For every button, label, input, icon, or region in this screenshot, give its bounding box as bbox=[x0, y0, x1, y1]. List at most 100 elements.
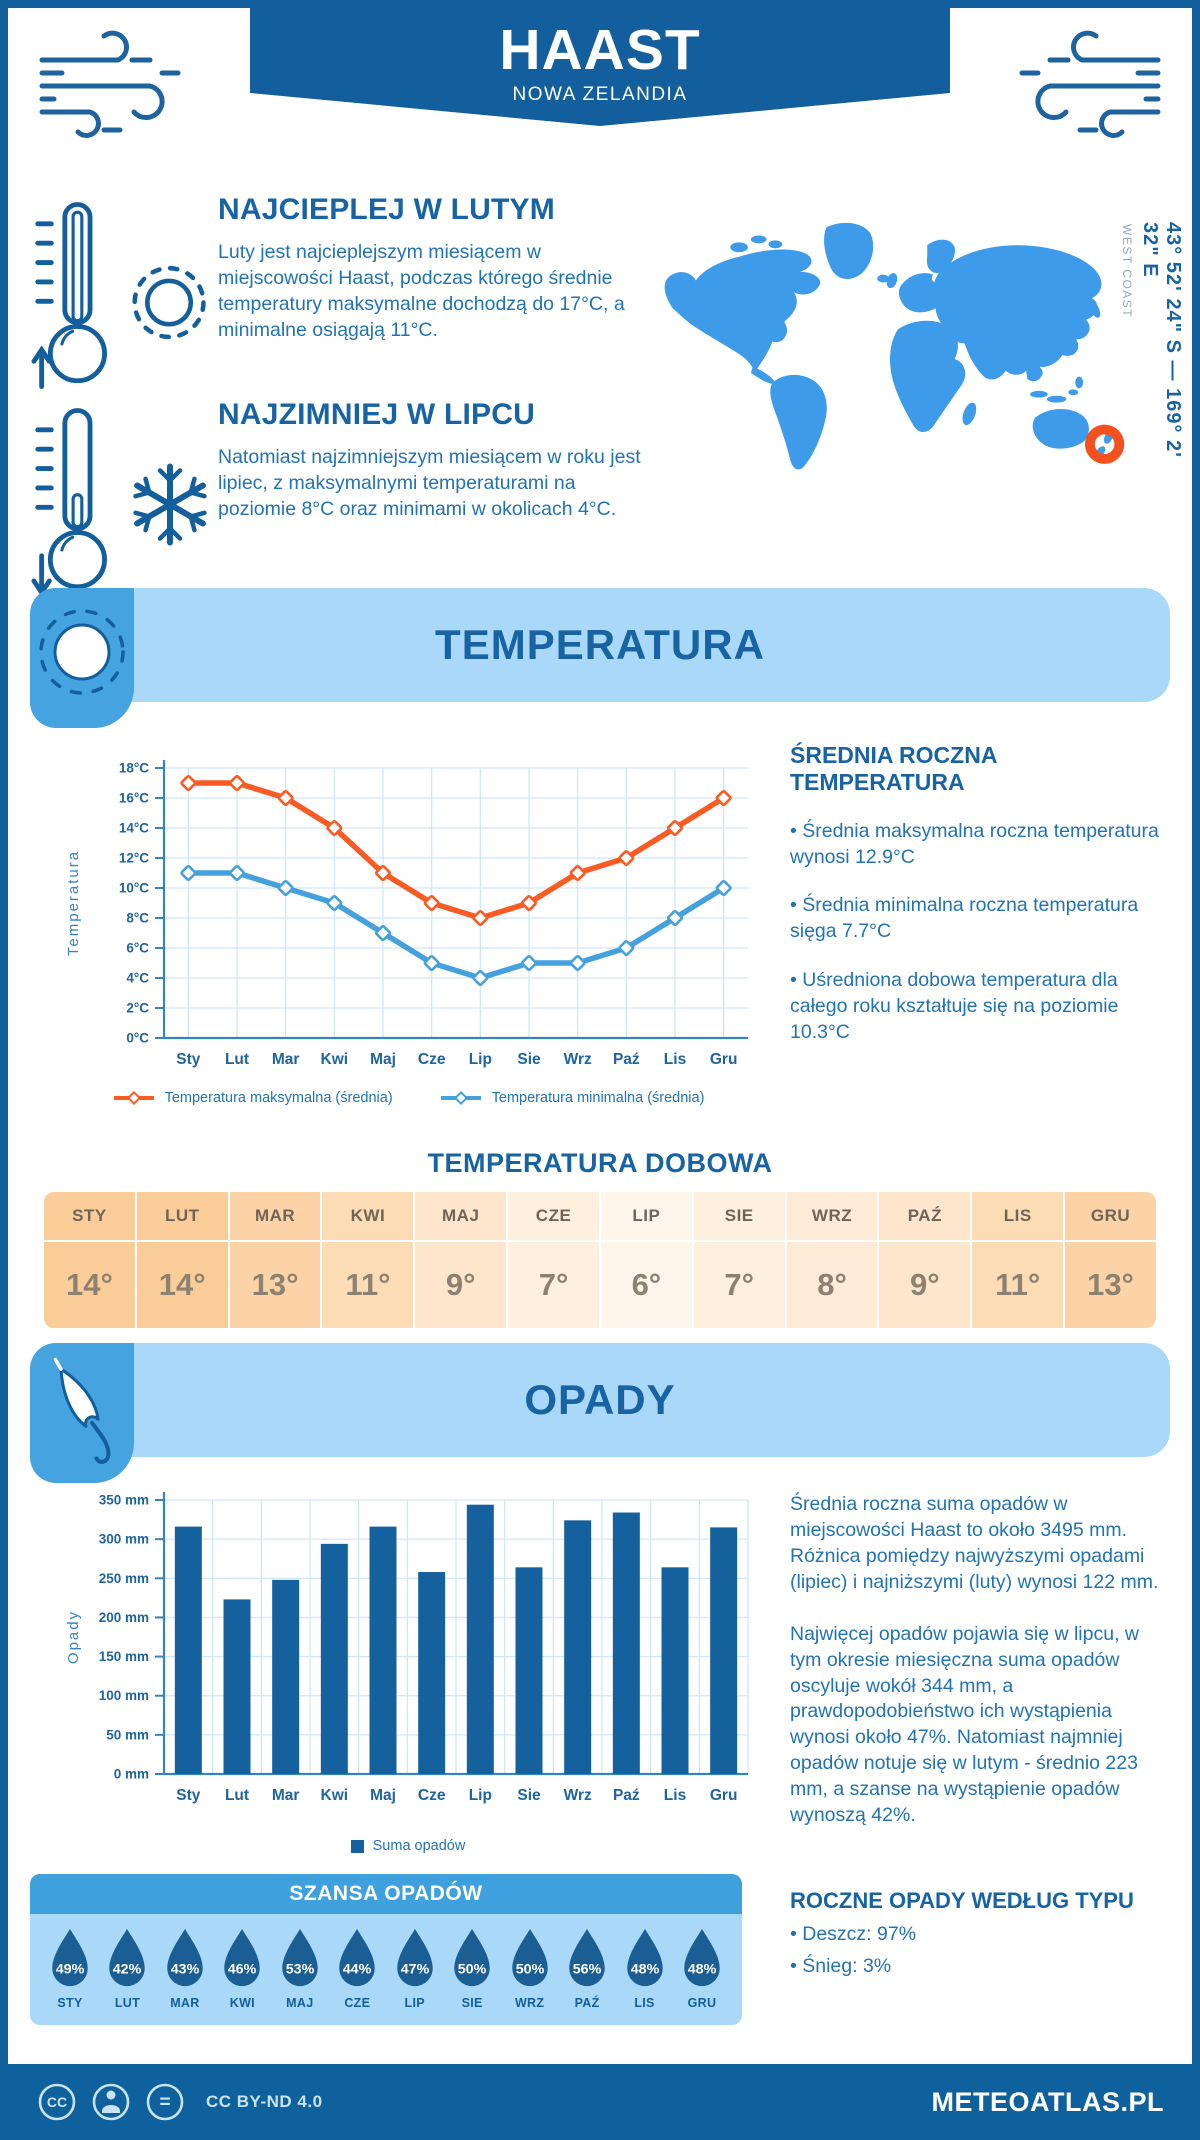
svg-text:8°C: 8°C bbox=[126, 911, 149, 926]
precipitation-chart-legend: Suma opadów bbox=[58, 1838, 758, 1854]
svg-text:50 mm: 50 mm bbox=[106, 1727, 149, 1742]
chance-drop: 48% GRU bbox=[676, 1927, 728, 2010]
svg-text:Lis: Lis bbox=[664, 1787, 686, 1804]
svg-text:Paź: Paź bbox=[613, 1051, 640, 1068]
daily-table-month: LIP bbox=[600, 1192, 692, 1242]
svg-text:CC: CC bbox=[47, 2094, 67, 2110]
location-marker bbox=[1085, 424, 1125, 464]
temperature-banner: TEMPERATURA bbox=[30, 588, 1170, 702]
chance-drop-month: PAŹ bbox=[574, 1996, 600, 2010]
svg-text:47%: 47% bbox=[400, 1961, 429, 1977]
svg-text:Sty: Sty bbox=[176, 1051, 201, 1068]
temperature-chart-legend: Temperatura maksymalna (średnia) Temperat… bbox=[58, 1090, 758, 1106]
chance-drop-month: LIP bbox=[404, 1996, 425, 2010]
thermometer-up-icon bbox=[31, 202, 107, 389]
svg-text:16°C: 16°C bbox=[119, 791, 149, 806]
world-map bbox=[664, 222, 1125, 470]
temperature-banner-title: TEMPERATURA bbox=[435, 621, 765, 668]
svg-text:Lut: Lut bbox=[225, 1051, 249, 1068]
svg-text:Cze: Cze bbox=[418, 1787, 446, 1804]
chance-drop-month: CZE bbox=[344, 1996, 371, 2010]
water-drop-icon: 43% bbox=[167, 1928, 203, 1987]
svg-text:150 mm: 150 mm bbox=[99, 1649, 149, 1664]
svg-text:49%: 49% bbox=[56, 1961, 85, 1977]
chance-drop: 50% WRZ bbox=[504, 1927, 556, 2010]
svg-text:44%: 44% bbox=[343, 1961, 372, 1977]
svg-text:48%: 48% bbox=[688, 1961, 717, 1977]
svg-text:Temperatura: Temperatura bbox=[65, 850, 82, 956]
chance-drop: 43% MAR bbox=[159, 1927, 211, 2010]
daily-table-column: LUT 14° bbox=[136, 1192, 228, 1328]
daily-table-value: 7° bbox=[693, 1242, 785, 1328]
cc-license-icons: CC = bbox=[38, 2083, 184, 2121]
annual-stat-item: • Średnia minimalna roczna temperatura s… bbox=[790, 894, 1139, 943]
snowflake-icon bbox=[133, 463, 207, 546]
precipitation-type-item: • Deszcz: 97% bbox=[790, 1923, 917, 1945]
svg-text:56%: 56% bbox=[573, 1961, 602, 1977]
svg-text:48%: 48% bbox=[630, 1961, 659, 1977]
daily-table-column: CZE 7° bbox=[508, 1192, 599, 1328]
daily-table-column: MAR 13° bbox=[229, 1192, 321, 1328]
chance-drop-month: WRZ bbox=[514, 1996, 545, 2010]
region-label: WEST COAST bbox=[1120, 224, 1134, 319]
chance-drop: 46% KWI bbox=[216, 1927, 268, 2010]
coordinates-label: 43° 52' 24" S — 169° 2' 32" E bbox=[1139, 222, 1184, 458]
precipitation-paragraph: Najwięcej opadów pojawia się w lipcu, w … bbox=[790, 1622, 1140, 1827]
svg-text:46%: 46% bbox=[228, 1961, 257, 1977]
precipitation-chance-box: SZANSA OPADÓW 49% STY 42% LUT 43% MAR 46% KWI 53… bbox=[30, 1874, 742, 2025]
water-drop-icon: 56% bbox=[569, 1928, 605, 1987]
daily-table-value: 9° bbox=[879, 1242, 971, 1328]
chance-drop-month: GRU bbox=[687, 1996, 717, 2010]
footer: CC = CC BY-ND 4.0 METEOATLAS.PL bbox=[0, 2064, 1200, 2140]
daily-table-value: 6° bbox=[600, 1242, 692, 1328]
chance-drop: 42% LUT bbox=[101, 1927, 153, 2010]
sun-banner-icon bbox=[39, 609, 125, 695]
warm-section-title: NAJCIEPLEJ W LUTYM bbox=[218, 193, 555, 226]
water-drop-icon: 48% bbox=[684, 1928, 720, 1987]
precipitation-type-title: ROCZNE OPADY WEDŁUG TYPU bbox=[790, 1888, 1134, 1913]
thermometer-down-icon bbox=[31, 408, 107, 597]
precipitation-chance-title: SZANSA OPADÓW bbox=[30, 1874, 742, 1914]
daily-table-month: GRU bbox=[1065, 1192, 1156, 1242]
chance-drop: 47% LIP bbox=[389, 1927, 441, 2010]
chance-drop-month: MAR bbox=[170, 1996, 200, 2010]
daily-table-value: 11° bbox=[972, 1242, 1064, 1328]
svg-text:Mar: Mar bbox=[272, 1051, 300, 1068]
annual-stats-list: • Średnia maksymalna roczna temperatura … bbox=[790, 818, 1172, 1045]
svg-text:12°C: 12°C bbox=[119, 851, 149, 866]
daily-table-month: STY bbox=[44, 1192, 135, 1242]
wind-icon bbox=[39, 30, 181, 138]
daily-table-column: KWI 11° bbox=[322, 1192, 414, 1328]
page-subtitle: NOWA ZELANDIA bbox=[512, 84, 688, 105]
water-drop-icon: 50% bbox=[511, 1928, 548, 1987]
daily-table-column: LIS 11° bbox=[972, 1192, 1064, 1328]
legend-item: Temperatura minimalna (średnia) bbox=[439, 1090, 704, 1106]
svg-text:0 mm: 0 mm bbox=[114, 1767, 149, 1782]
daily-table-column: WRZ 8° bbox=[786, 1192, 878, 1328]
svg-text:Lip: Lip bbox=[469, 1787, 492, 1804]
daily-temperature-title: TEMPERATURA DOBOWA bbox=[427, 1148, 773, 1178]
water-drop-icon: 49% bbox=[52, 1928, 88, 1987]
cold-section-text: Natomiast najzimniejszym miesiącem w rok… bbox=[218, 446, 641, 521]
wind-icon bbox=[1019, 30, 1161, 138]
svg-text:Gru: Gru bbox=[710, 1787, 738, 1804]
svg-text:10°C: 10°C bbox=[119, 881, 149, 896]
water-drop-icon: 42% bbox=[109, 1928, 146, 1987]
chance-drop: 50% SIE bbox=[446, 1927, 498, 2010]
site-label: METEOATLAS.PL bbox=[931, 2086, 1164, 2117]
svg-text:350 mm: 350 mm bbox=[99, 1493, 149, 1508]
daily-table-value: 14° bbox=[136, 1242, 228, 1328]
chance-drop-month: SIE bbox=[461, 1996, 483, 2010]
svg-text:18°C: 18°C bbox=[119, 761, 149, 776]
chance-drop-month: STY bbox=[57, 1996, 83, 2010]
precipitation-paragraph: Średnia roczna suma opadów w miejscowośc… bbox=[790, 1493, 1159, 1593]
daily-table-month: WRZ bbox=[786, 1192, 878, 1242]
svg-text:Sty: Sty bbox=[176, 1787, 201, 1804]
svg-text:300 mm: 300 mm bbox=[99, 1532, 149, 1547]
svg-text:Lip: Lip bbox=[469, 1051, 492, 1068]
svg-text:2°C: 2°C bbox=[126, 1001, 149, 1016]
warm-section-text: Luty jest najcieplejszym miesiącem w mie… bbox=[218, 241, 625, 342]
water-drop-icon: 50% bbox=[454, 1928, 490, 1987]
svg-text:Lis: Lis bbox=[664, 1051, 686, 1068]
svg-text:100 mm: 100 mm bbox=[99, 1688, 149, 1703]
